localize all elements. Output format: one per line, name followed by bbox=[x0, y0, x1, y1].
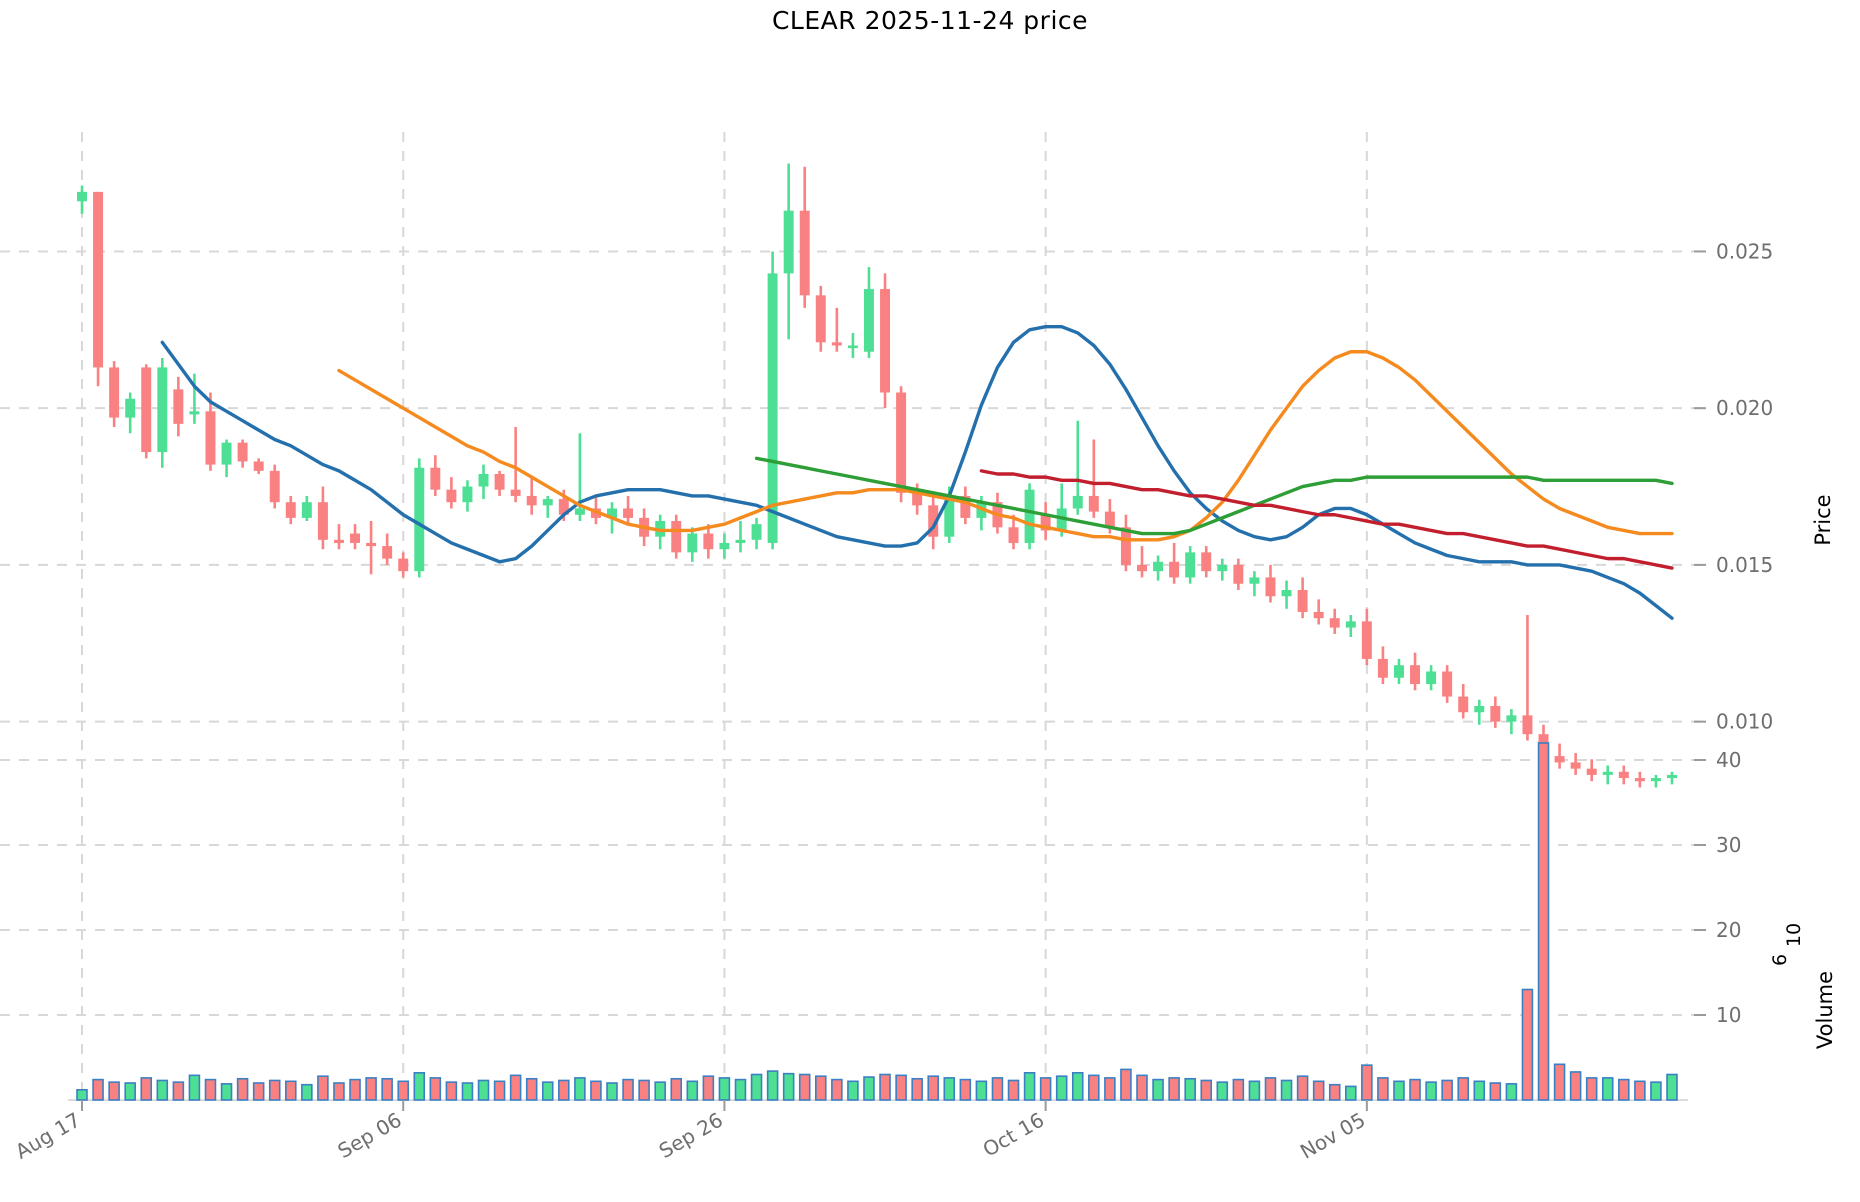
svg-text:40: 40 bbox=[1716, 748, 1741, 772]
svg-text:0.020: 0.020 bbox=[1716, 396, 1773, 420]
svg-text:0.015: 0.015 bbox=[1716, 553, 1773, 577]
moving-average-lines bbox=[160, 324, 1674, 620]
svg-text:10: 10 bbox=[1783, 923, 1805, 947]
candlestick-series bbox=[77, 163, 1677, 788]
chart-title: CLEAR 2025-11-24 price bbox=[771, 6, 1089, 35]
svg-text:Nov 05: Nov 05 bbox=[1296, 1108, 1369, 1164]
svg-text:0.010: 0.010 bbox=[1716, 710, 1773, 734]
svg-text:Volume: Volume bbox=[1813, 971, 1837, 1049]
svg-text:Price: Price bbox=[1811, 494, 1835, 545]
svg-text:Sep 26: Sep 26 bbox=[655, 1108, 727, 1164]
axis-labels: Price Volume 10 6 bbox=[1769, 494, 1837, 1049]
axis-ticks: 0.025 0.020 0.015 0.010 40 30 20 10 Aug 17 Sep 06… bbox=[11, 239, 1773, 1163]
svg-text:20: 20 bbox=[1716, 918, 1741, 942]
volume-bars bbox=[76, 742, 1678, 1101]
svg-text:Sep 06: Sep 06 bbox=[334, 1108, 406, 1164]
svg-text:6: 6 bbox=[1769, 954, 1791, 966]
svg-text:10: 10 bbox=[1716, 1003, 1741, 1027]
svg-text:Aug 17: Aug 17 bbox=[11, 1108, 84, 1164]
svg-text:30: 30 bbox=[1716, 833, 1741, 857]
grid-lines bbox=[0, 132, 1710, 1101]
svg-text:Oct 16: Oct 16 bbox=[979, 1108, 1048, 1162]
svg-text:0.025: 0.025 bbox=[1716, 239, 1773, 263]
